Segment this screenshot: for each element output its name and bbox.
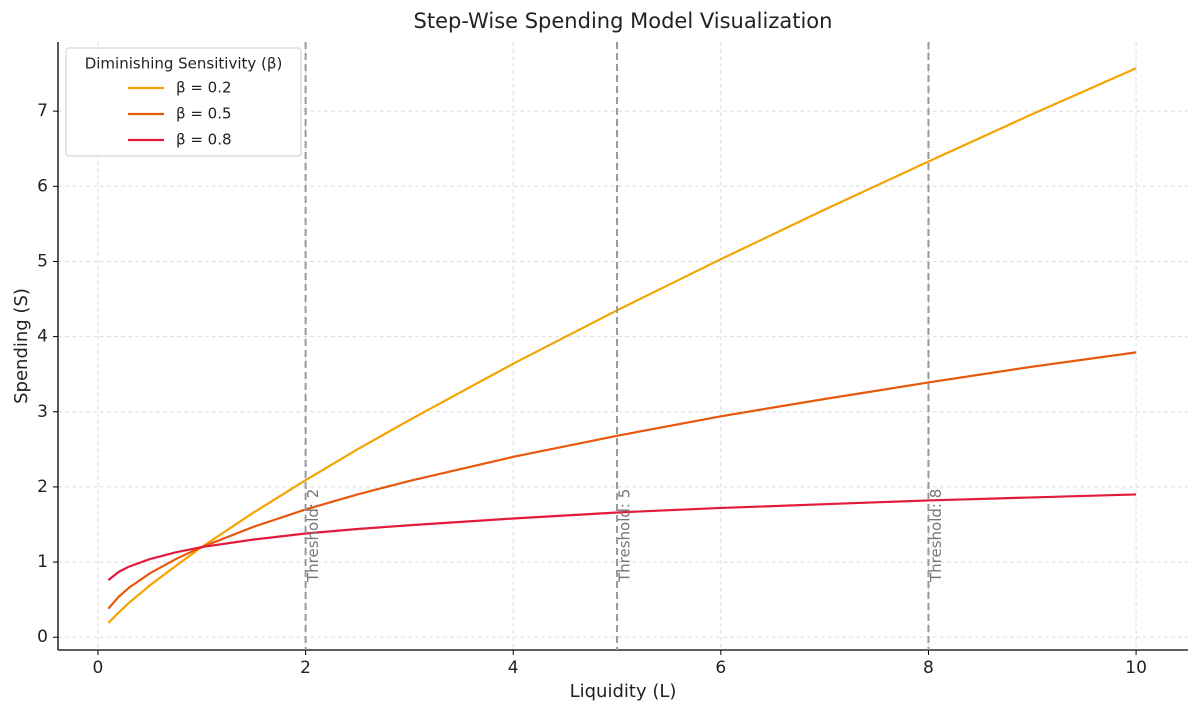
line (107, 351, 1137, 610)
y-tick-label: 1 (37, 552, 48, 572)
legend-title: Diminishing Sensitivity (β) (85, 55, 283, 73)
x-axis-label: Liquidity (L) (570, 681, 677, 702)
x-tick-label: 10 (1125, 658, 1147, 678)
y-tick-label: 7 (37, 101, 48, 121)
legend-label: β = 0.2 (176, 79, 232, 97)
y-tick-label: 6 (37, 176, 48, 196)
x-tick-label: 6 (715, 658, 726, 678)
y-tick-label: 4 (37, 327, 48, 347)
line (107, 493, 1137, 581)
chart-title: Step-Wise Spending Model Visualization (414, 9, 833, 33)
y-tick-label: 3 (37, 402, 48, 422)
line (107, 67, 1137, 624)
y-tick-label: 0 (37, 627, 48, 647)
x-tick-label: 4 (508, 658, 519, 678)
legend-box (65, 47, 302, 157)
threshold-label: Threshold: 5 (616, 489, 634, 583)
legend-label: β = 0.8 (176, 131, 232, 149)
x-tick-label: 0 (93, 658, 104, 678)
legend-label: β = 0.5 (176, 105, 232, 123)
x-tick-label: 8 (923, 658, 934, 678)
x-tick-label: 2 (300, 658, 311, 678)
threshold-label: Threshold: 2 (304, 489, 322, 583)
y-tick-label: 5 (37, 251, 48, 271)
y-axis-label: Spending (S) (11, 288, 32, 404)
y-tick-label: 2 (37, 477, 48, 497)
threshold-label: Threshold: 8 (927, 489, 945, 583)
